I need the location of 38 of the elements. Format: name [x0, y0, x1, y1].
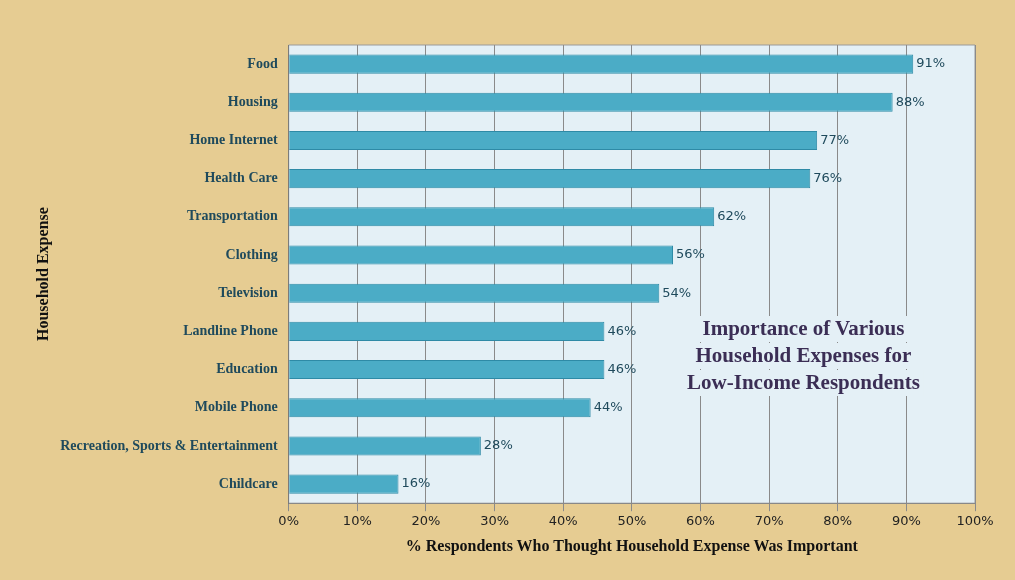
data-label: 46% — [607, 322, 637, 338]
data-label: 76% — [813, 170, 843, 186]
y-tick-label: Health Care — [204, 170, 278, 186]
x-tick-label: 60% — [686, 513, 715, 529]
x-tick-label: 40% — [548, 513, 578, 529]
x-axis-title: % Respondents Who Thought Household Expense Was Important — [405, 536, 859, 555]
data-label: 28% — [483, 437, 513, 453]
y-tick-label: Mobile Phone — [194, 399, 278, 415]
x-tick-label: 50% — [617, 513, 647, 529]
data-label: 56% — [676, 246, 705, 262]
data-label: 16% — [401, 475, 431, 491]
data-label: 46% — [607, 360, 637, 376]
x-tick-label: 90% — [891, 513, 921, 529]
y-tick-label: Housing — [227, 93, 278, 109]
text: Importance of Various Household Expenses for Low-Income Respondents — [687, 315, 920, 394]
x-tick-label: 30% — [480, 513, 510, 529]
data-label: 62% — [717, 208, 747, 224]
y-axis-title: Household Expense — [33, 207, 52, 342]
data-label: 88% — [895, 93, 925, 109]
x-tick-label: 100% — [956, 513, 994, 529]
y-tick-label: Home Internet — [189, 132, 279, 148]
data-label: 44% — [593, 399, 623, 415]
x-tick-label: 20% — [411, 513, 441, 529]
y-tick-label: Childcare — [218, 475, 278, 491]
y-tick-label: Television — [218, 284, 278, 300]
y-tick-label: Landline Phone — [183, 322, 278, 338]
y-tick-label: Clothing — [225, 246, 278, 262]
x-tick-label: 70% — [754, 513, 784, 529]
data-label: 54% — [662, 284, 692, 300]
y-tick-label: Recreation, Sports & Entertainment — [60, 437, 279, 453]
data-label: 91% — [916, 55, 946, 71]
y-tick-label: Transportation — [186, 208, 278, 224]
x-tick-label: 10% — [342, 513, 372, 529]
y-tick-label: Food — [247, 55, 278, 71]
x-tick-label: 80% — [823, 513, 853, 529]
data-label: 77% — [820, 131, 850, 147]
x-tick-label: 0% — [278, 513, 299, 529]
y-tick-label: Education — [216, 361, 278, 377]
